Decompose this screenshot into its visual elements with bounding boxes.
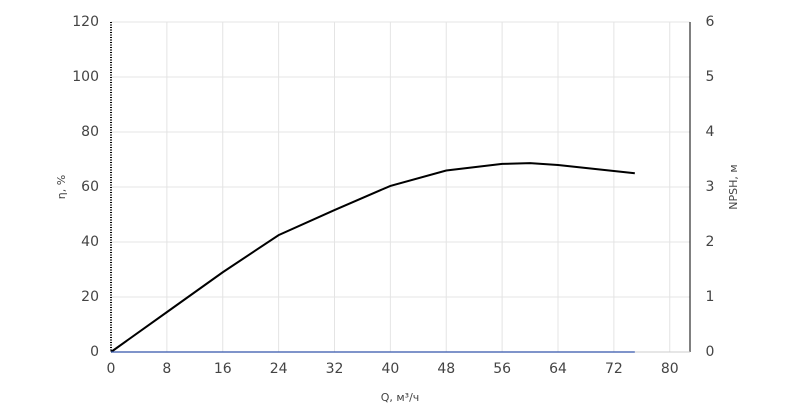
y-tick-label: 80 bbox=[81, 124, 99, 140]
x-tick-label: 80 bbox=[661, 361, 679, 377]
y2-tick-label: 5 bbox=[706, 69, 715, 85]
y-tick-label: 100 bbox=[72, 69, 99, 85]
x-axis-label: Q, м³/ч bbox=[381, 391, 420, 404]
y-tick-label: 60 bbox=[81, 179, 99, 195]
series-line bbox=[110, 162, 635, 353]
x-tick-label: 16 bbox=[214, 361, 232, 377]
x-tick-label: 64 bbox=[549, 361, 567, 377]
y-tick-label: 120 bbox=[72, 14, 99, 30]
y2-axis-label: NPSH, м bbox=[727, 164, 740, 209]
y2-tick-label: 0 bbox=[706, 344, 715, 360]
y-axis-label: η, % bbox=[55, 175, 68, 199]
x-tick-label: 32 bbox=[326, 361, 344, 377]
x-tick-label: 72 bbox=[605, 361, 623, 377]
y2-tick-label: 4 bbox=[706, 124, 715, 140]
y2-tick-label: 3 bbox=[706, 179, 715, 195]
x-tick-label: 8 bbox=[162, 361, 171, 377]
x-tick-label: 24 bbox=[270, 361, 288, 377]
x-tick-label: 0 bbox=[107, 361, 116, 377]
x-tick-label: 56 bbox=[493, 361, 511, 377]
y-tick-label: 20 bbox=[81, 289, 99, 305]
x-tick-label: 40 bbox=[381, 361, 399, 377]
y2-tick-label: 1 bbox=[706, 289, 715, 305]
y2-tick-label: 2 bbox=[706, 234, 715, 250]
x-tick-label: 48 bbox=[437, 361, 455, 377]
y-tick-label: 0 bbox=[90, 344, 99, 360]
y2-tick-label: 6 bbox=[706, 14, 715, 30]
y-tick-label: 40 bbox=[81, 234, 99, 250]
